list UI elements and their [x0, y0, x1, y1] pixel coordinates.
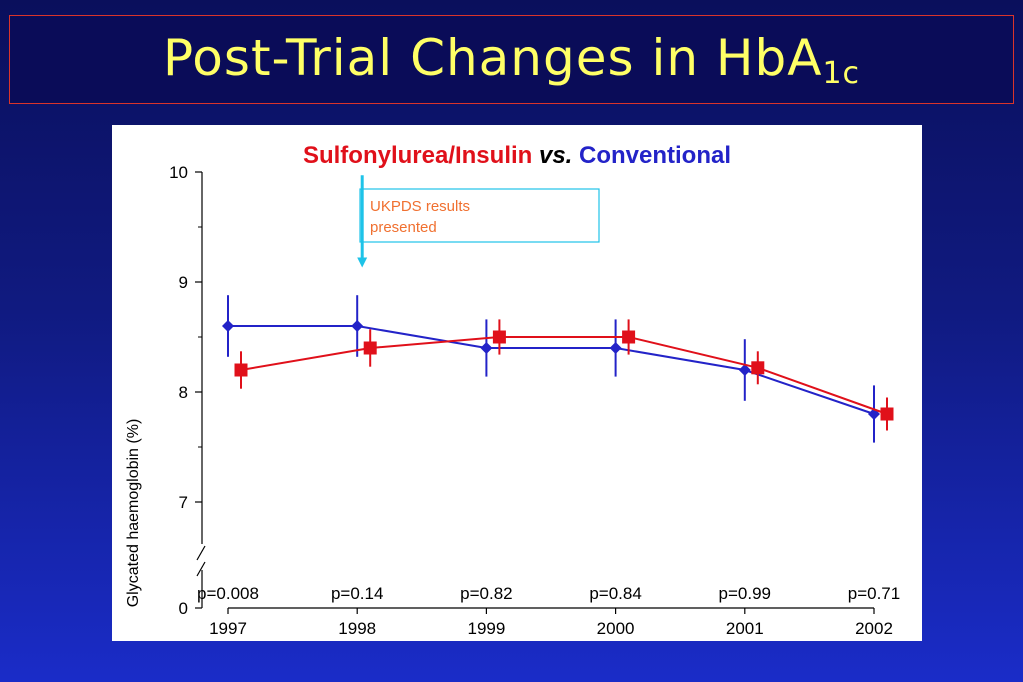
slide-title-subscript: 1c — [822, 55, 861, 91]
annotation-arrow-head — [357, 257, 368, 268]
data-point-square — [751, 361, 765, 375]
p-value-label-1998: p=0.14 — [331, 584, 383, 603]
series-line — [228, 325, 875, 415]
data-point-square — [622, 330, 636, 344]
heading-conventional: Conventional — [579, 142, 731, 169]
heading-sulfonylurea: Sulfonylurea/Insulin — [303, 142, 532, 169]
annotation-text-line1: UKPDS results — [370, 198, 470, 215]
x-tick-label-1999: 1999 — [467, 619, 505, 638]
data-point-diamond — [351, 320, 364, 332]
chart-panel: Sulfonylurea/Insulin vs. Conventional Gl… — [112, 125, 922, 641]
data-point-diamond — [480, 342, 493, 354]
chart-heading: Sulfonylurea/Insulin vs. Conventional — [303, 142, 731, 169]
p-value-label-1999: p=0.82 — [460, 584, 512, 603]
data-point-square — [363, 341, 377, 355]
y-axis-label: Glycated haemoglobin (%) — [125, 419, 142, 608]
p-value-label-2000: p=0.84 — [589, 584, 641, 603]
y-tick-label-8: 8 — [179, 383, 188, 402]
y-tick-label-7: 7 — [179, 493, 188, 512]
series-line — [240, 336, 888, 415]
y-tick-label-0: 0 — [179, 599, 188, 618]
title-banner: Post-Trial Changes in HbA1c — [9, 15, 1014, 104]
y-tick-label-10: 10 — [169, 163, 188, 182]
data-point-square — [492, 330, 506, 344]
x-tick-label-1998: 1998 — [338, 619, 376, 638]
p-value-label-2002: p=0.71 — [848, 584, 900, 603]
annotation: UKPDS results presented — [357, 175, 600, 268]
x-tick-label-2000: 2000 — [597, 619, 635, 638]
chart-svg: Sulfonylurea/Insulin vs. Conventional Gl… — [125, 142, 900, 638]
data-point-square — [234, 363, 248, 377]
slide-title: Post-Trial Changes in HbA1c — [163, 29, 860, 91]
data-point-diamond — [222, 320, 234, 332]
x-tick-label-1997: 1997 — [209, 619, 247, 638]
series-conventional — [222, 295, 880, 443]
annotation-box — [359, 188, 600, 243]
annotation-text-line2: presented — [370, 219, 437, 236]
heading-vs: vs. — [539, 142, 579, 169]
x-tick-label-2001: 2001 — [726, 619, 764, 638]
x-tick-label-2002: 2002 — [855, 619, 893, 638]
series-sulfonylurea-insulin — [234, 319, 894, 431]
p-value-label-2001: p=0.99 — [719, 584, 771, 603]
axes: 7 8 9 10 0 1997 p=0.008 1998 p=0.14 1999 p=0.82 200… — [169, 163, 900, 638]
y-tick-label-9: 9 — [179, 273, 188, 292]
data-point-diamond — [738, 364, 751, 376]
axis-break-mark-upper — [196, 545, 206, 561]
series-layer — [222, 295, 894, 443]
slide-title-main: Post-Trial Changes in HbA — [162, 28, 823, 87]
data-point-square — [880, 407, 894, 421]
p-value-label-1997: p=0.008 — [197, 584, 259, 603]
data-point-diamond — [609, 342, 622, 354]
axis-break-mark-lower — [196, 561, 206, 577]
